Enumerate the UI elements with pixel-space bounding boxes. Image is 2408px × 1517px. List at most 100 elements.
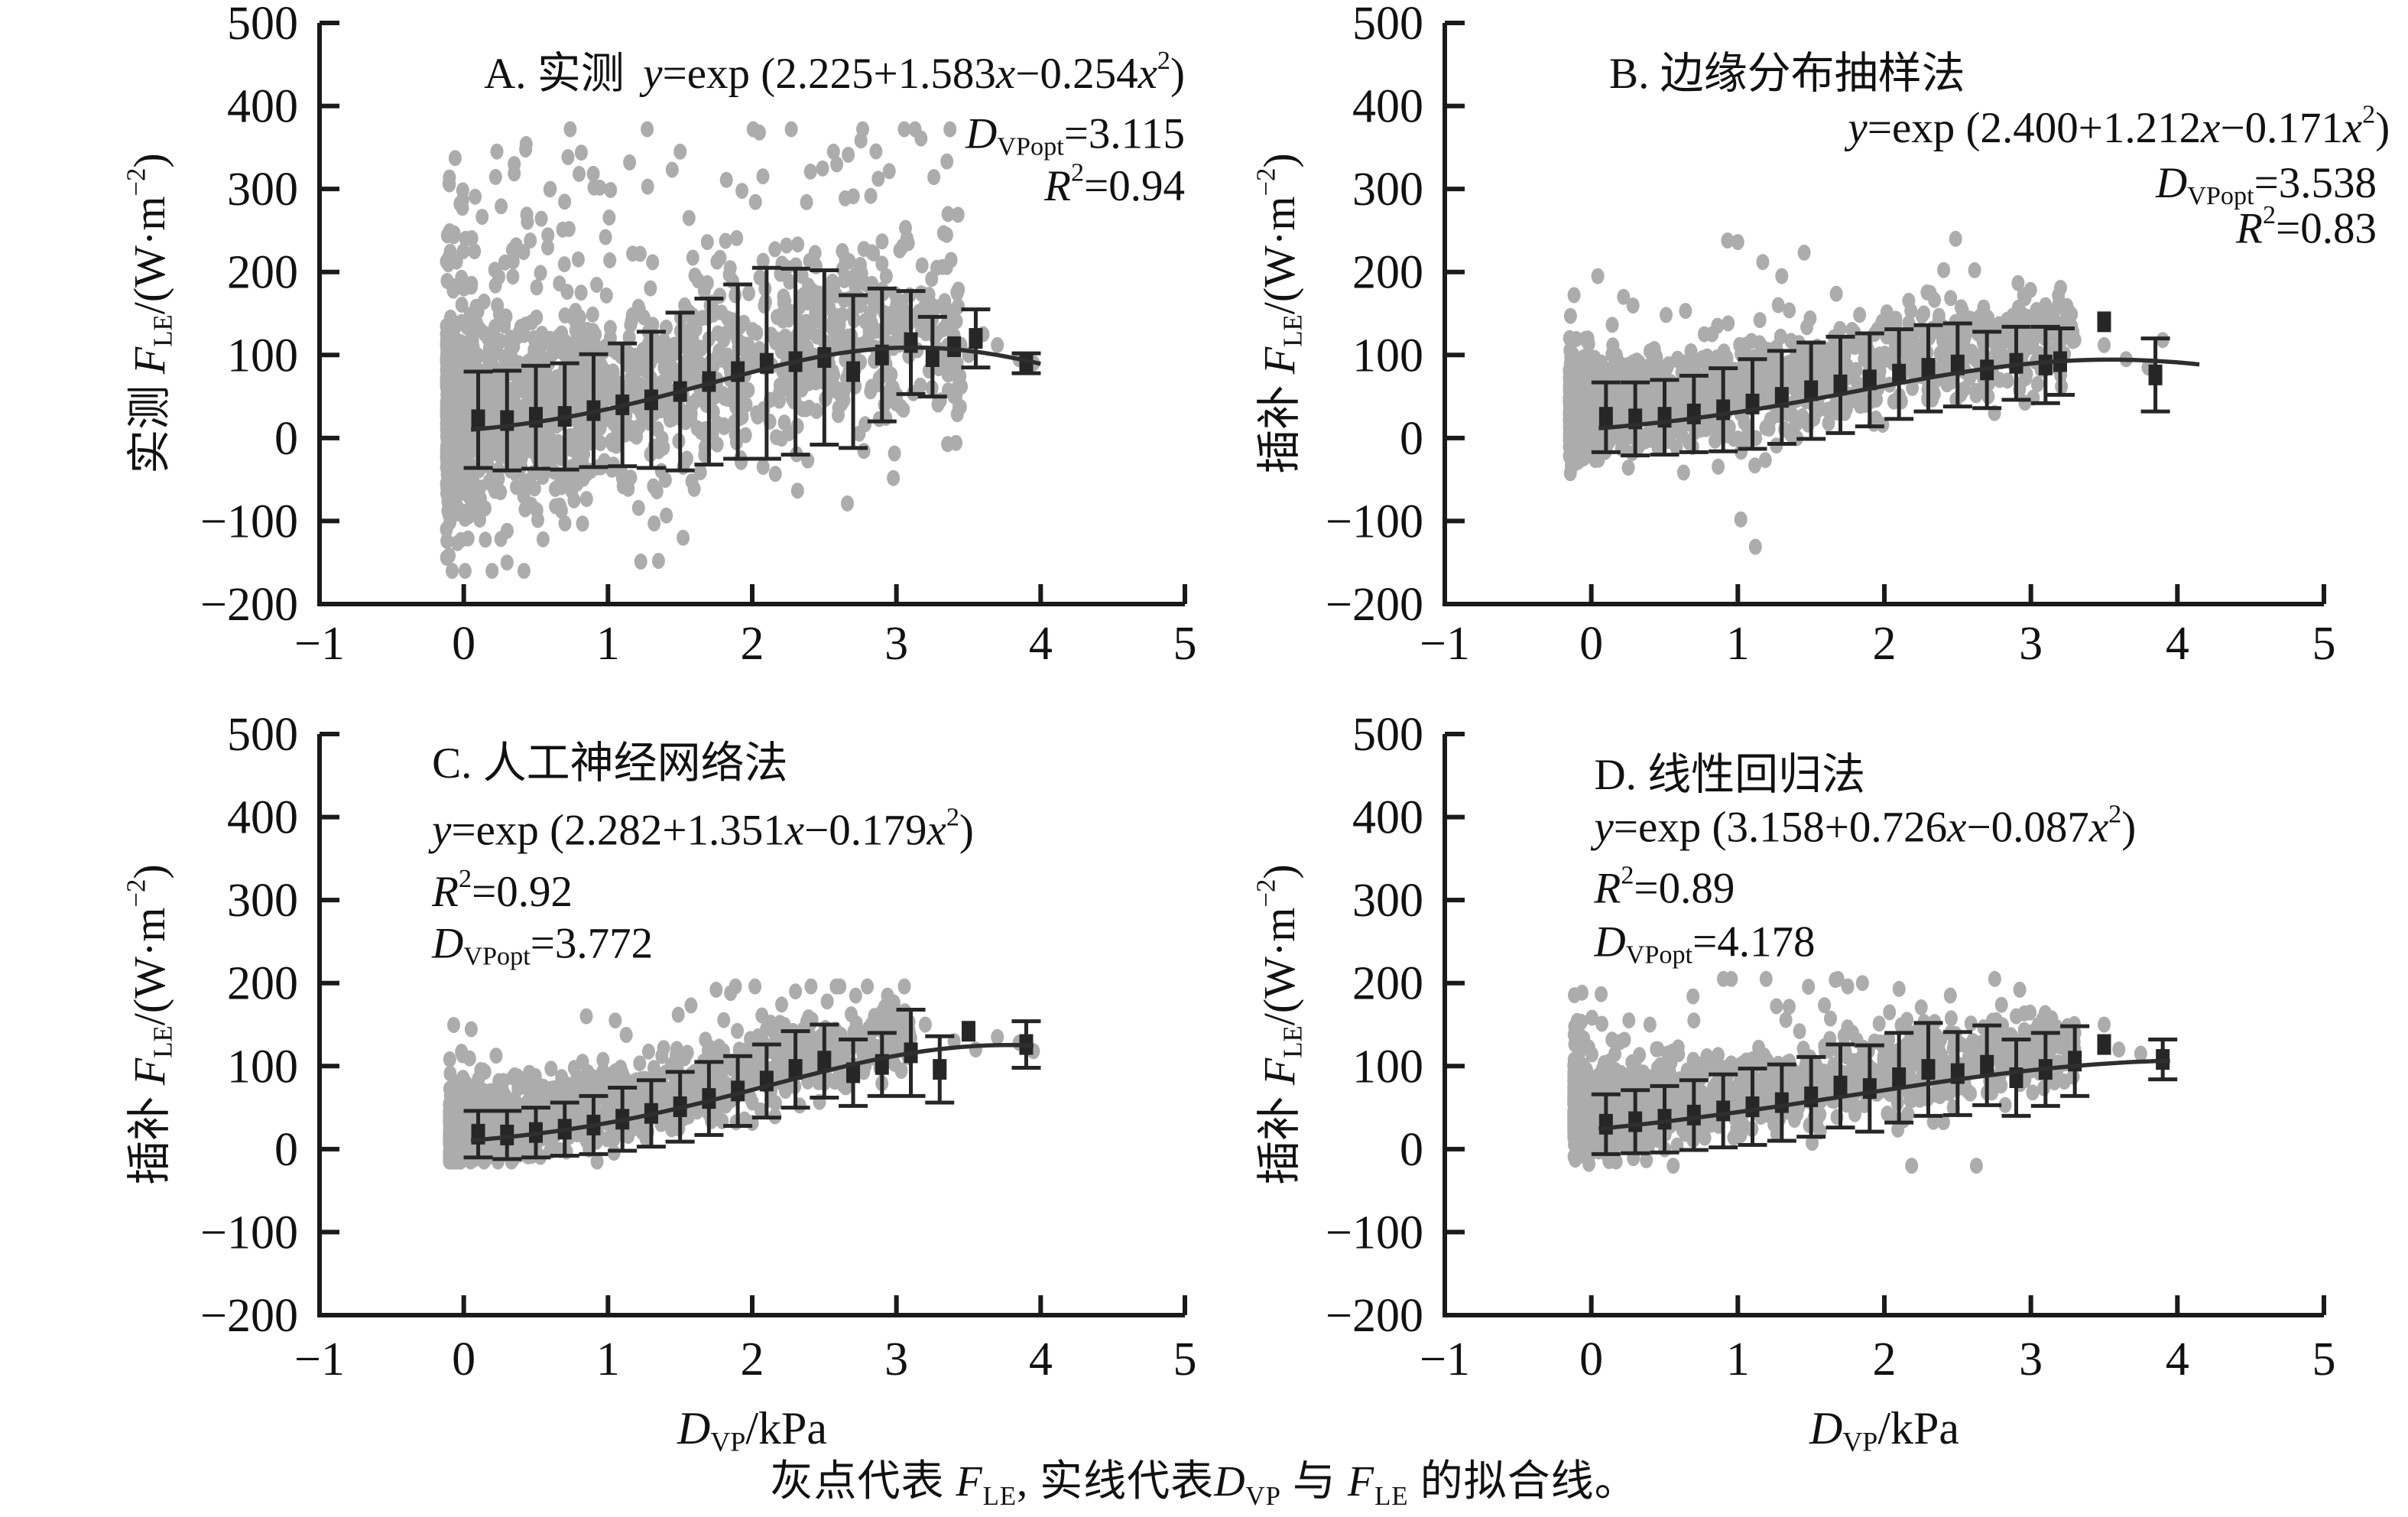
x-axis-label: DVP/kPa <box>677 1403 827 1457</box>
fit-equation: y=exp (3.158+0.726x−0.087x2) <box>1591 801 2137 852</box>
y-tick-label: 300 <box>227 164 298 216</box>
bin-mean-marker <box>1980 1054 1994 1076</box>
y-tick-label: 300 <box>1352 875 1423 927</box>
x-tick-label: 4 <box>1029 618 1053 670</box>
x-tick-label: 2 <box>1873 618 1897 670</box>
bin-mean-marker <box>1716 1100 1731 1122</box>
y-tick-label: 100 <box>227 1041 298 1093</box>
panel-B-chart: 500 400 300 200 100 0 −100 −200−1 0 1 2 3 4 5 插补 FLE/(… <box>1251 0 2390 670</box>
x-tick-label: 1 <box>1726 618 1750 670</box>
x-tick-label: 0 <box>1579 1333 1603 1385</box>
x-tick-label: 3 <box>2019 618 2043 670</box>
bin-mean-marker <box>1628 1111 1643 1132</box>
y-tick-label: −200 <box>1326 1290 1423 1342</box>
figure-caption: 灰点代表 FLE, 实线代表DVP 与 FLE 的拟合线。 <box>770 1458 1638 1512</box>
x-tick-label: −1 <box>1420 618 1470 670</box>
x-tick-label: 4 <box>2166 1333 2189 1385</box>
x-tick-label: 5 <box>2312 1333 2336 1385</box>
panel-title: A. 实测 <box>484 50 625 98</box>
x-tick-label: 0 <box>452 1333 475 1385</box>
fit-equation: y=exp (2.282+1.351x−0.179x2) <box>428 803 974 854</box>
bin-mean-marker <box>969 328 983 349</box>
y-axis-label: 实测 FLE/(W·m−2) <box>121 153 177 473</box>
panel-title: B. 边缘分布抽样法 <box>1609 50 1965 98</box>
bin-mean-marker <box>1598 1113 1613 1135</box>
bin-mean-marker <box>947 336 962 357</box>
y-tick-label: −100 <box>1326 1207 1423 1259</box>
y-tick-label: 0 <box>274 1124 298 1176</box>
bin-mean-marker <box>1774 1092 1789 1113</box>
y-tick-label: 0 <box>1400 1124 1423 1176</box>
y-tick-label: 400 <box>227 792 298 844</box>
y-tick-label: 400 <box>227 81 298 133</box>
bin-mean-marker <box>925 346 940 367</box>
y-tick-label: 100 <box>227 330 298 382</box>
panel-title: C. 人工神经网络法 <box>432 739 788 788</box>
panel-title: D. 线性回归法 <box>1595 751 1866 799</box>
fit-curve <box>1598 1058 2170 1132</box>
bin-mean-marker <box>1686 1104 1701 1126</box>
x-tick-label: 2 <box>741 618 764 670</box>
r2-value: R2=0.94 <box>1043 159 1185 210</box>
bin-mean-marker <box>788 1059 803 1080</box>
y-tick-label: −200 <box>200 1290 298 1342</box>
x-tick-label: 1 <box>596 618 620 670</box>
y-axis-label: 插补 FLE/(W·m−2) <box>1251 153 1307 473</box>
y-tick-label: −200 <box>200 579 298 631</box>
x-tick-label: 3 <box>884 618 908 670</box>
bin-mean-marker <box>2038 354 2053 375</box>
bin-mean-marker <box>1950 354 1965 375</box>
fit-curve <box>470 1043 1034 1143</box>
y-tick-label: 100 <box>1352 330 1423 382</box>
panel-C-chart: 500 400 300 200 100 0 −100 −200−1 0 1 2 3 4 5 插补 FLE/(… <box>121 709 1197 1457</box>
bin-mean-marker <box>1892 363 1907 385</box>
r2-value: R2=0.83 <box>2235 201 2377 252</box>
y-tick-label: 500 <box>1352 0 1423 50</box>
bin-mean-marker <box>1892 1067 1907 1088</box>
fit-curve <box>470 345 1041 432</box>
bin-mean-marker <box>2148 364 2163 385</box>
binned-means <box>1591 311 2170 458</box>
dvpopt-value: DVPopt=4.178 <box>1594 918 1816 969</box>
bin-mean-marker <box>1833 374 1848 395</box>
bin-mean-marker <box>846 1062 861 1083</box>
y-tick-label: −100 <box>1326 495 1423 547</box>
scatter-points <box>1563 230 2169 555</box>
x-tick-label: 5 <box>1173 618 1197 670</box>
y-tick-label: 0 <box>274 413 298 465</box>
bin-mean-marker <box>933 1059 947 1080</box>
x-tick-label: 5 <box>2312 618 2336 670</box>
y-tick-label: 200 <box>227 247 298 299</box>
y-tick-label: −100 <box>200 495 298 547</box>
panel-A-chart: 500 400 300 200 100 0 −100 −200−1 0 1 2 3 4 5 实测 FLE/(… <box>121 0 1197 670</box>
x-tick-label: −1 <box>294 618 345 670</box>
x-tick-label: 4 <box>2166 618 2189 670</box>
x-tick-label: 3 <box>884 1333 908 1385</box>
x-tick-label: 2 <box>1873 1333 1897 1385</box>
bin-mean-marker <box>904 332 918 353</box>
x-axis-label: DVP/kPa <box>1809 1403 1959 1457</box>
y-tick-label: 100 <box>1352 1041 1423 1093</box>
fit-equation: y=exp (2.400+1.212x−0.171x2) <box>1845 101 2390 152</box>
bin-mean-marker <box>1862 1078 1877 1100</box>
bin-mean-marker <box>1921 1059 1936 1080</box>
x-tick-label: 0 <box>452 618 475 670</box>
y-tick-label: 0 <box>1400 413 1423 465</box>
scatter-points <box>440 121 1040 580</box>
x-tick-label: 1 <box>1726 1333 1750 1385</box>
r2-value: R2=0.92 <box>431 865 573 916</box>
dvpopt-value: DVPopt=3.115 <box>965 109 1185 161</box>
x-tick-label: 2 <box>741 1333 764 1385</box>
x-tick-label: −1 <box>1420 1333 1470 1385</box>
x-tick-label: 0 <box>1579 618 1603 670</box>
y-tick-label: 500 <box>227 709 298 761</box>
panel-D-chart: 500 400 300 200 100 0 −100 −200−1 0 1 2 3 4 5 插补 FLE/(… <box>1251 709 2336 1457</box>
bin-mean-marker <box>962 1021 975 1042</box>
y-tick-label: −200 <box>1326 579 1423 631</box>
binned-means <box>1591 1021 2178 1156</box>
bin-mean-marker <box>1657 1109 1672 1130</box>
x-tick-label: 5 <box>1173 1333 1197 1385</box>
bin-mean-marker <box>817 1051 832 1072</box>
x-tick-label: −1 <box>294 1333 345 1385</box>
